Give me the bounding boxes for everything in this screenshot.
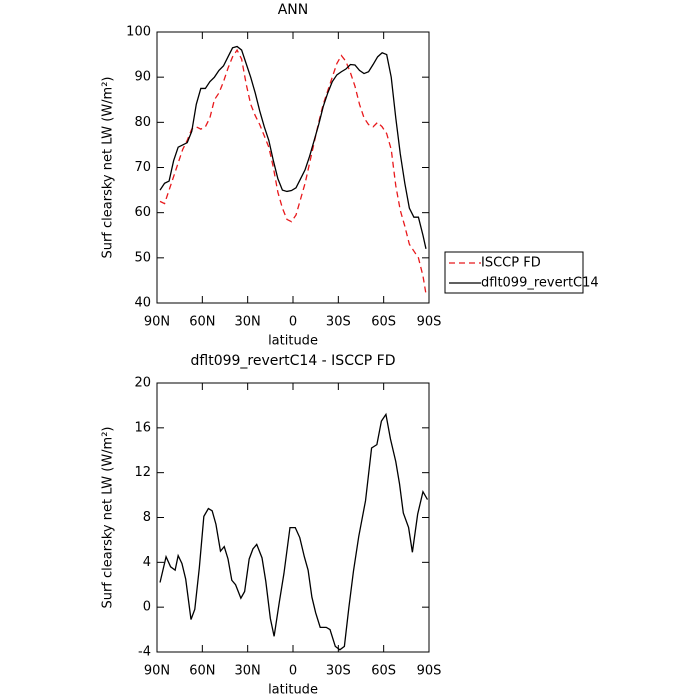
x-tick-label: 90N	[144, 664, 170, 679]
x-tick-label: 0	[289, 315, 297, 330]
x-tick-label: 30S	[326, 664, 351, 679]
y-tick-label: 90	[134, 70, 151, 85]
chart-title: dflt099_revertC14 - ISCCP FD	[191, 353, 396, 369]
legend-label: dflt099_revertC14	[481, 276, 599, 291]
x-tick-label: 60N	[189, 315, 215, 330]
y-tick-label: 70	[134, 160, 151, 175]
y-tick-label: 16	[134, 420, 151, 435]
x-tick-label: 60S	[371, 664, 396, 679]
x-tick-label: 30N	[235, 315, 261, 330]
x-tick-label: 30N	[235, 664, 261, 679]
data-line	[159, 48, 427, 295]
x-axis-label: latitude	[268, 683, 318, 698]
y-tick-label: 80	[134, 115, 151, 130]
x-tick-label: 90S	[417, 664, 442, 679]
x-axis-label: latitude	[268, 334, 318, 349]
x-tick-label: 60S	[371, 315, 396, 330]
y-tick-label: 50	[134, 250, 151, 265]
y-tick-label: 100	[126, 25, 151, 40]
y-tick-label: 8	[143, 510, 151, 525]
y-tick-label: 20	[134, 376, 151, 391]
x-tick-label: 90N	[144, 315, 170, 330]
x-tick-label: 90S	[417, 315, 442, 330]
y-tick-label: 4	[143, 555, 151, 570]
chart-title: ANN	[278, 2, 309, 18]
x-tick-label: 30S	[326, 315, 351, 330]
legend-box	[444, 251, 584, 294]
data-line	[159, 412, 429, 651]
plot-frame	[156, 382, 430, 653]
y-tick-label: 60	[134, 205, 151, 220]
y-tick-label: 12	[134, 465, 151, 480]
y-axis-label: Surf clearsky net LW (W/m²)	[101, 426, 116, 608]
plot-frame	[156, 31, 430, 304]
y-tick-label: 0	[143, 600, 151, 615]
y-tick-label: -4	[138, 645, 151, 660]
legend-label: ISCCP FD	[481, 256, 541, 271]
data-line	[159, 45, 427, 249]
x-tick-label: 60N	[189, 664, 215, 679]
y-axis-label: Surf clearsky net LW (W/m²)	[101, 76, 116, 258]
y-tick-label: 40	[134, 296, 151, 311]
x-tick-label: 0	[289, 664, 297, 679]
